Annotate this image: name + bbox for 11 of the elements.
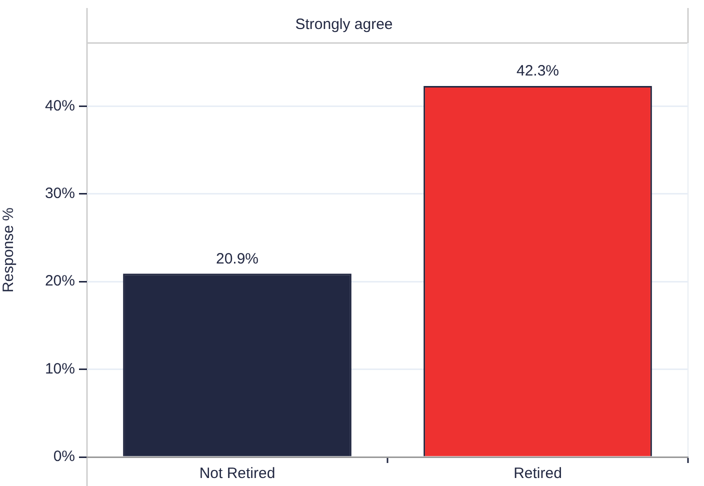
data-label: 42.3% bbox=[516, 62, 560, 80]
x-tick-label: Retired bbox=[514, 465, 562, 482]
chart-title: Strongly agree bbox=[295, 16, 393, 34]
x-tick-label: Not Retired bbox=[199, 465, 276, 482]
y-tick-label: 0% bbox=[53, 448, 75, 466]
y-tick-label: 40% bbox=[44, 97, 75, 114]
y-axis-title: Response % bbox=[0, 207, 18, 293]
y-tick-label: 20% bbox=[44, 272, 75, 290]
y-tick-label: 30% bbox=[44, 185, 75, 202]
y-tick-label: 10% bbox=[44, 360, 75, 378]
data-label: 20.9% bbox=[216, 250, 259, 268]
